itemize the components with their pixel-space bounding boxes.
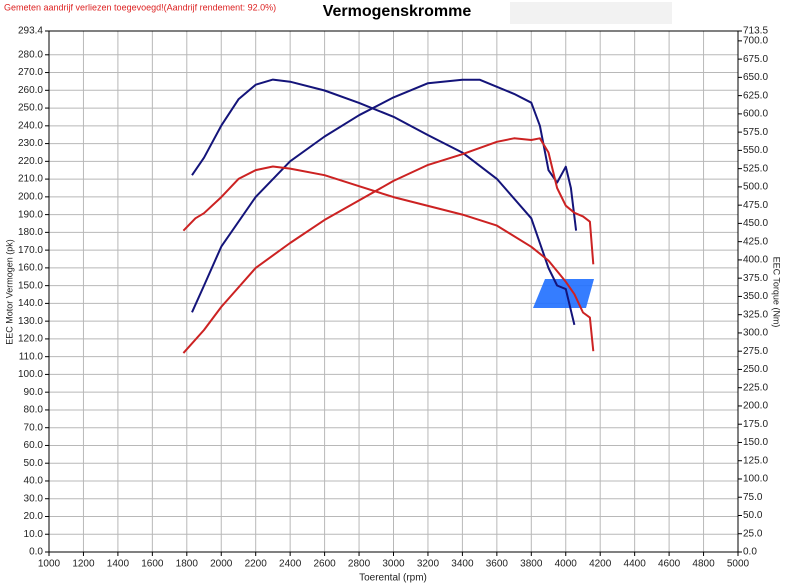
y-tick-label: 10.0 — [24, 529, 44, 540]
logo — [533, 279, 594, 308]
x-tick-label: 1400 — [107, 559, 130, 570]
y-tick-label: 70.0 — [24, 422, 44, 433]
y2-tick-label: 150.0 — [743, 437, 768, 448]
y2-tick-label: 175.0 — [743, 419, 768, 430]
x-tick-label: 4400 — [624, 559, 647, 570]
y-tick-label: 150.0 — [18, 280, 43, 291]
y-tick-label: 190.0 — [18, 209, 43, 220]
y-axis-label: EEC Motor Vermogen (pk) — [4, 239, 14, 345]
y-tick-label: 293.4 — [18, 26, 43, 37]
x-tick-label: 3800 — [520, 559, 543, 570]
y-tick-label: 50.0 — [24, 458, 44, 469]
y2-tick-label: 700.0 — [743, 35, 768, 46]
y2-tick-label: 300.0 — [743, 328, 768, 339]
y-tick-label: 80.0 — [24, 405, 44, 416]
x-tick-label: 2600 — [313, 559, 336, 570]
x-tick-label: 3200 — [417, 559, 440, 570]
x-tick-label: 3000 — [382, 559, 405, 570]
y-tick-label: 30.0 — [24, 493, 44, 504]
y2-tick-label: 275.0 — [743, 346, 768, 357]
x-tick-label: 1200 — [72, 559, 95, 570]
y2-tick-label: 650.0 — [743, 72, 768, 83]
series-line — [191, 78, 576, 326]
y2-tick-label: 675.0 — [743, 54, 768, 65]
y2-tick-label: 550.0 — [743, 145, 768, 156]
y2-tick-label: 50.0 — [743, 510, 763, 521]
y2-tick-label: 375.0 — [743, 273, 768, 284]
y-tick-label: 140.0 — [18, 298, 43, 309]
y2-tick-label: 450.0 — [743, 218, 768, 229]
x-tick-label: 3600 — [486, 559, 509, 570]
y2-tick-label: 425.0 — [743, 236, 768, 247]
annotation: Gemeten aandrijf verliezen toegevoegd!(A… — [4, 2, 276, 12]
y-tick-label: 230.0 — [18, 138, 43, 149]
y2-tick-label: 0.0 — [743, 547, 757, 558]
y-tick-label: 260.0 — [18, 85, 43, 96]
y-tick-label: 220.0 — [18, 156, 43, 167]
y2-tick-label: 400.0 — [743, 255, 768, 266]
y-tick-label: 0.0 — [29, 547, 43, 558]
y-tick-label: 120.0 — [18, 334, 43, 345]
y2-tick-label: 100.0 — [743, 474, 768, 485]
x-tick-label: 5000 — [727, 559, 750, 570]
y2-tick-label: 350.0 — [743, 291, 768, 302]
x-tick-label: 2800 — [348, 559, 371, 570]
y-tick-label: 200.0 — [18, 191, 43, 202]
series-line — [182, 137, 595, 354]
series-line — [182, 165, 595, 352]
x-tick-label: 4200 — [589, 559, 612, 570]
x-tick-label: 2200 — [245, 559, 268, 570]
y-tick-label: 210.0 — [18, 174, 43, 185]
chart-title: Vermogenskromme — [323, 3, 472, 20]
x-tick-label: 3400 — [451, 559, 474, 570]
x-tick-label: 4800 — [692, 559, 715, 570]
x-tick-label: 4000 — [555, 559, 578, 570]
x-tick-label: 1600 — [141, 559, 164, 570]
y-tick-label: 20.0 — [24, 511, 44, 522]
y-tick-label: 170.0 — [18, 245, 43, 256]
y-tick-label: 180.0 — [18, 227, 43, 238]
y2-tick-label: 600.0 — [743, 109, 768, 120]
y-tick-label: 280.0 — [18, 49, 43, 60]
x-tick-label: 2000 — [210, 559, 233, 570]
y-tick-label: 90.0 — [24, 387, 44, 398]
y2-tick-label: 625.0 — [743, 90, 768, 101]
y-tick-label: 270.0 — [18, 67, 43, 78]
y-tick-label: 160.0 — [18, 263, 43, 274]
x-tick-label: 4600 — [658, 559, 681, 570]
y2-tick-label: 200.0 — [743, 401, 768, 412]
x-tick-label: 2400 — [279, 559, 302, 570]
y2-tick-label: 713.5 — [743, 26, 768, 37]
x-axis-label: Toerental (rpm) — [359, 573, 427, 584]
y2-tick-label: 525.0 — [743, 163, 768, 174]
y2-tick-label: 500.0 — [743, 182, 768, 193]
x-tick-label: 1800 — [176, 559, 199, 570]
y-tick-label: 250.0 — [18, 103, 43, 114]
y2-tick-label: 475.0 — [743, 200, 768, 211]
y-tick-label: 240.0 — [18, 120, 43, 131]
y2-tick-label: 325.0 — [743, 309, 768, 320]
y-tick-label: 40.0 — [24, 476, 44, 487]
y2-tick-label: 125.0 — [743, 455, 768, 466]
y2-axis-label: EEC Torque (Nm) — [772, 257, 782, 328]
y2-tick-label: 225.0 — [743, 382, 768, 393]
y2-tick-label: 250.0 — [743, 364, 768, 375]
y-tick-label: 100.0 — [18, 369, 43, 380]
y-tick-label: 130.0 — [18, 316, 43, 327]
y-tick-label: 60.0 — [24, 440, 44, 451]
title-box — [510, 2, 672, 24]
y-tick-label: 110.0 — [19, 351, 44, 362]
series-line — [191, 78, 578, 313]
plot-frame — [48, 30, 739, 553]
y2-tick-label: 75.0 — [743, 492, 763, 503]
y2-tick-label: 575.0 — [743, 127, 768, 138]
x-tick-label: 1000 — [38, 559, 61, 570]
y2-tick-label: 25.0 — [743, 528, 763, 539]
